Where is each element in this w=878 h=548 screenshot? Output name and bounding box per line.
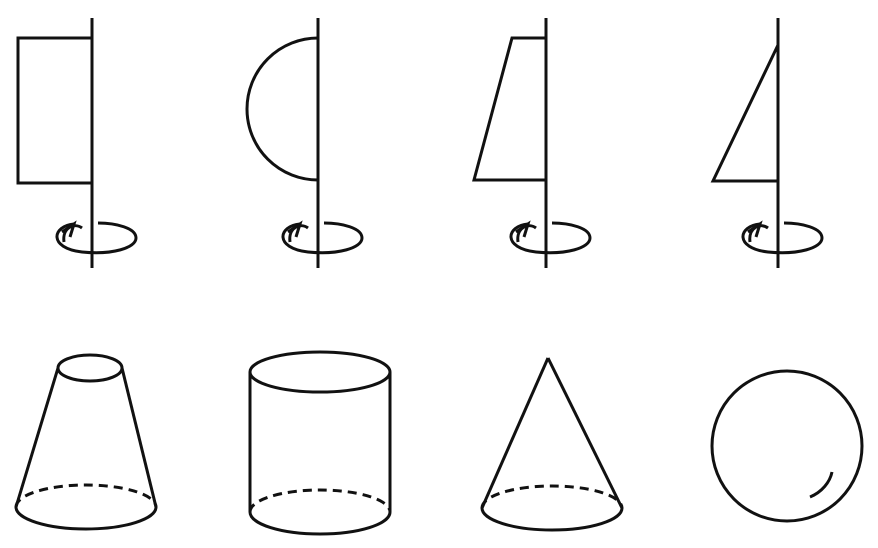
cylinder (248, 350, 392, 536)
cone (480, 357, 624, 532)
rectangle-figure (16, 18, 138, 268)
sphere (710, 369, 864, 523)
triangle-figure (710, 18, 824, 268)
frustum (14, 353, 158, 531)
trapezoid-figure (472, 18, 592, 268)
semicircle-figure (245, 18, 364, 268)
